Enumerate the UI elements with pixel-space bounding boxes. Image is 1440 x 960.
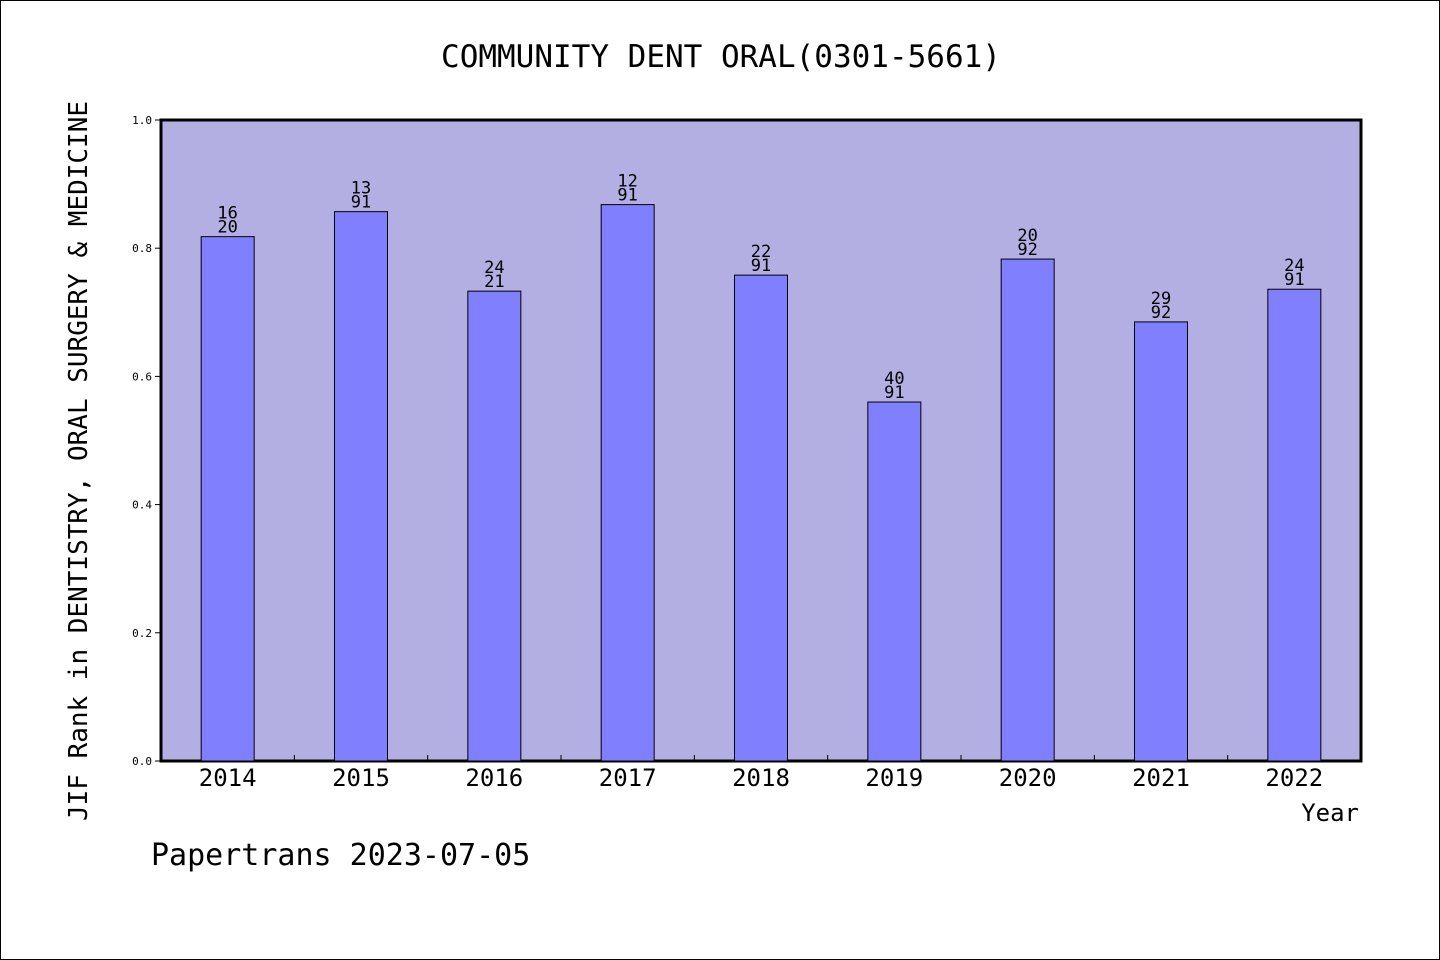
y-tick-label: 1.0 [132, 114, 152, 127]
bar-label-total: 91 [751, 256, 771, 276]
x-tick-label: 2022 [1265, 764, 1323, 792]
x-tick-label: 2017 [599, 764, 657, 792]
bar [334, 211, 388, 762]
y-tick-label: 0.2 [132, 627, 152, 640]
x-tick-label: 2021 [1132, 764, 1190, 792]
bar-label-total: 20 [217, 218, 237, 238]
x-tick-label: 2020 [999, 764, 1057, 792]
y-tick-label: 0.6 [132, 370, 152, 383]
bar-label-total: 91 [617, 186, 637, 206]
bar [1000, 258, 1055, 762]
bar-label-rank: 13 [351, 179, 371, 199]
bar [734, 274, 788, 762]
bar-label-rank: 24 [1284, 256, 1304, 276]
y-axis-ticks: 0.0 0.2 0.4 0.6 0.8 1.0 [132, 114, 161, 768]
bar-label-total: 92 [1017, 240, 1037, 260]
x-tick-label: 2019 [865, 764, 923, 792]
bar-label-rank: 40 [884, 369, 904, 389]
bar-label-rank: 12 [617, 172, 637, 192]
bar [867, 401, 922, 762]
y-axis-label: JIF Rank in DENTISTRY, ORAL SURGERY & ME… [64, 101, 94, 821]
x-tick-label: 2016 [465, 764, 523, 792]
bar [1267, 288, 1322, 762]
bar-label-total: 91 [351, 193, 371, 213]
bar-label-rank: 24 [484, 258, 504, 278]
y-tick-label: 0.4 [132, 499, 152, 512]
bar-label-total: 92 [1151, 303, 1171, 323]
bar-label-total: 91 [884, 383, 904, 403]
bar-label-rank: 22 [751, 242, 771, 262]
bar-label-total: 91 [1284, 270, 1304, 290]
x-axis-ticks: 2014 2015 2016 2017 2018 2019 2020 2021 2022 [199, 755, 1323, 792]
bar-label-rank: 29 [1151, 289, 1171, 309]
x-tick-label: 2018 [732, 764, 790, 792]
x-axis-label: Year [1301, 799, 1359, 827]
bar-label-rank: 20 [1017, 226, 1037, 246]
bar [467, 290, 522, 762]
bar [200, 236, 255, 762]
bar [600, 204, 655, 762]
chart-title: COMMUNITY DENT ORAL(0301-5661) [441, 39, 1001, 75]
footer-text: Papertrans 2023-07-05 [151, 838, 530, 873]
y-tick-label: 0.0 [132, 755, 152, 768]
x-tick-label: 2014 [199, 764, 257, 792]
bar-label-total: 21 [484, 272, 504, 292]
bar-label-rank: 16 [217, 204, 237, 224]
bar [1134, 321, 1188, 762]
x-tick-label: 2015 [332, 764, 390, 792]
y-tick-label: 0.8 [132, 242, 152, 255]
